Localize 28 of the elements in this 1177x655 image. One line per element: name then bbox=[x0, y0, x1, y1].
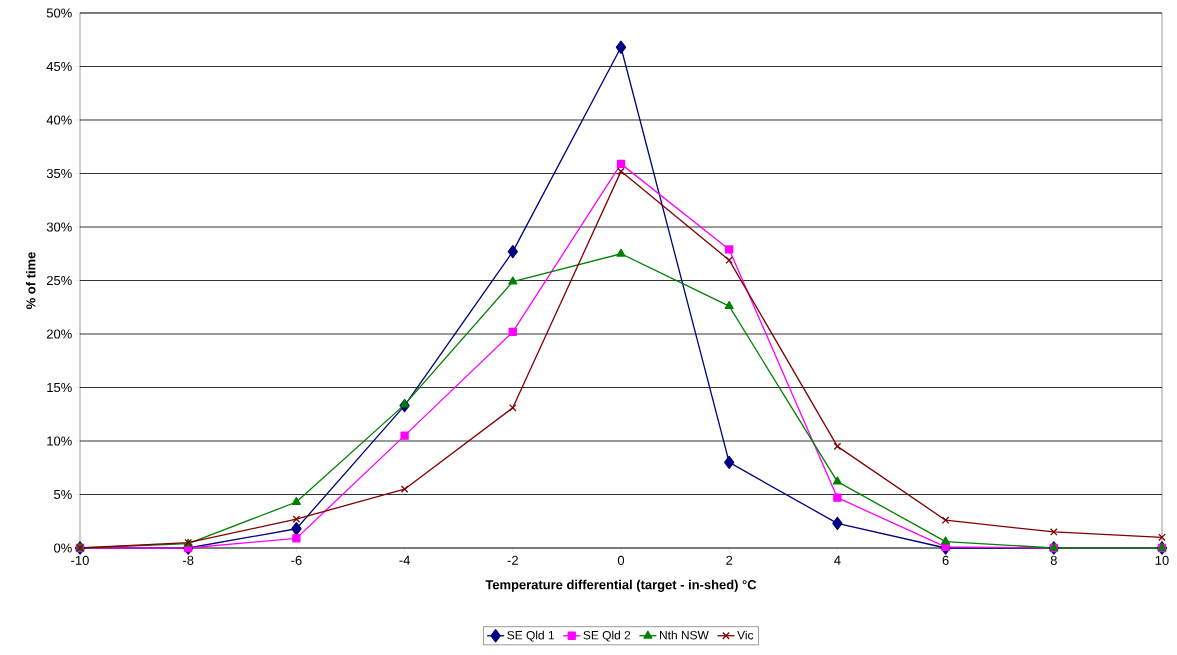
x-tick-label: 10 bbox=[1155, 555, 1169, 565]
y-tick-label: 50% bbox=[46, 8, 72, 18]
y-axis-title: % of time bbox=[25, 252, 36, 309]
x-tick-label: -4 bbox=[399, 555, 410, 565]
x-tick-label: 6 bbox=[942, 555, 949, 565]
x-tick-label: 0 bbox=[617, 555, 625, 565]
legend-label: SE Qld 2 bbox=[583, 630, 631, 642]
y-tick-label: 40% bbox=[46, 115, 72, 125]
y-tick-label: 25% bbox=[46, 275, 72, 286]
legend-label: Vic bbox=[737, 630, 754, 640]
legend-label: Nth NSW bbox=[660, 630, 709, 640]
y-tick-label: 20% bbox=[46, 329, 72, 339]
y-tick-label: 10% bbox=[47, 436, 72, 446]
y-tick-label: 15% bbox=[47, 382, 72, 393]
x-tick-label: -8 bbox=[183, 555, 194, 565]
x-tick-label: 4 bbox=[834, 555, 841, 565]
y-tick-label: 30% bbox=[46, 222, 72, 232]
legend-label: SE Qld 1 bbox=[507, 630, 555, 642]
x-tick-label: 8 bbox=[1050, 555, 1057, 565]
y-tick-label: 5% bbox=[54, 489, 72, 500]
x-tick-label: -10 bbox=[71, 555, 89, 565]
y-tick-label: 45% bbox=[46, 61, 72, 72]
x-tick-label: 2 bbox=[726, 555, 733, 565]
y-tick-label: 35% bbox=[46, 168, 72, 179]
x-tick-label: -6 bbox=[291, 555, 302, 565]
x-axis-title: Temperature differential (target - in-shed) °C bbox=[485, 579, 757, 592]
y-tick-label: 0% bbox=[54, 543, 72, 553]
x-tick-label: -2 bbox=[507, 555, 518, 565]
